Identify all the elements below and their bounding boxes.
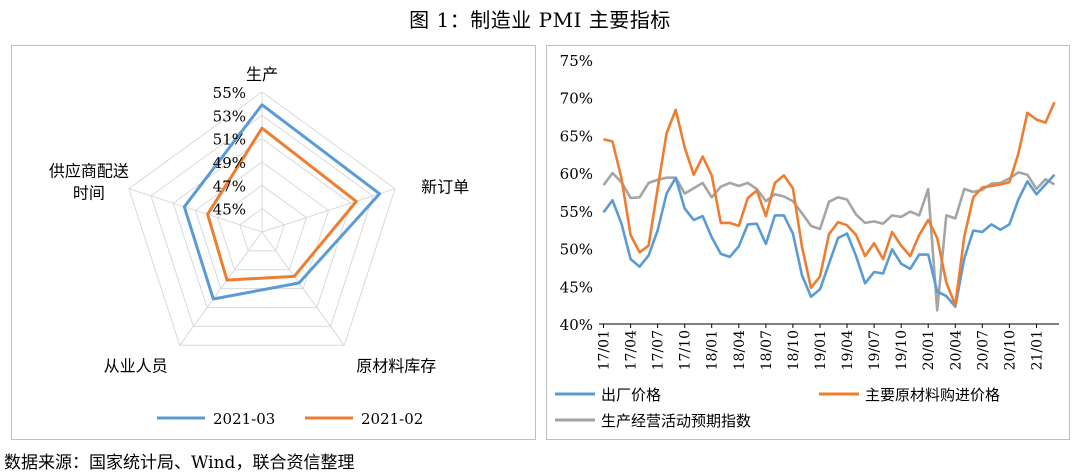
radar-axis-label: 原材料库存 [356,356,436,375]
radar-axis-label-line: 供应商配送 [49,162,129,181]
radar-axis-label-line: 新订单 [421,178,469,197]
x-tick-label: 18/10 [786,330,802,370]
line-legend-label-1: 出厂价格 [601,386,661,404]
radar-axis-label-line: 原材料库存 [356,356,436,375]
radar-spoke [179,231,263,346]
x-tick-label: 19/07 [867,330,883,370]
line-legend-label-2: 主要原材料购进价格 [865,386,1000,404]
radar-axis-label: 供应商配送时间 [49,162,129,203]
radar-legend-label-1: 2021-03 [213,410,275,428]
y-tick-label: 75% [560,52,593,70]
x-tick-label: 21/01 [1030,330,1046,370]
x-tick-label: 19/04 [840,330,856,370]
line-legend-label-3: 生产经营活动预期指数 [601,412,751,430]
radar-axis-label: 从业人员 [104,356,168,375]
y-tick-label: 50% [560,241,593,259]
radar-spoke [128,188,263,233]
line-chart: 40% 45% 50% 55% 60% 65% 70% 75% 17/01 17/04 17/07 1… [555,52,1059,430]
line-series-3 [602,171,1056,312]
x-tick-label: 17/01 [597,330,613,370]
radar-axis-label-line: 生产 [246,65,278,84]
radar-grid-ring [217,184,307,271]
x-tick-label: 18/04 [732,330,748,370]
x-tick-label: 17/04 [624,330,640,370]
radar-tick-label: 55% [213,84,246,102]
radar-series-2 [206,126,358,282]
radar-axis-label-line: 从业人员 [104,356,168,375]
x-tick-label: 18/07 [759,330,775,370]
line-series-2 [603,101,1056,307]
x-tick-label: 18/01 [705,330,721,370]
radar-tick-label: 47% [213,177,246,195]
y-tick-label: 40% [560,316,593,334]
x-tick-label: 20/04 [948,330,964,370]
line-series-1 [602,173,1056,309]
radar-axis-label-line: 时间 [73,184,105,203]
radar-tick-label: 45% [213,201,246,219]
y-tick-label: 55% [560,203,593,221]
figure-title: 图 1：制造业 PMI 主要指标 [409,8,671,32]
radar-tick-label: 51% [213,131,246,149]
radar-grid-ring [172,138,352,308]
x-tick-label: 19/10 [894,330,910,370]
radar-spoke [261,188,396,233]
radar-axis-label: 新订单 [421,178,469,197]
radar-chart-panel: 45% 47% 49% 51% 53% 55% 生产新订单原材料库存 从业人员 供应商配送时间 2… [11,45,536,440]
radar-tick-label: 53% [213,107,246,125]
x-tick-label: 17/10 [678,330,694,370]
radar-series-1 [182,103,382,301]
x-tick-label: 20/01 [921,330,937,370]
y-tick-label: 60% [560,165,593,183]
line-chart-panel: 40% 45% 50% 55% 60% 65% 70% 75% 17/01 17/04 17/07 1… [546,45,1070,440]
source-note: 数据来源：国家统计局、Wind，联合资信整理 [4,453,355,473]
radar-axis-label: 生产 [246,65,278,84]
x-tick-label: 20/07 [975,330,991,370]
x-tick-label: 20/10 [1002,330,1018,370]
y-tick-label: 65% [560,127,593,145]
radar-grid-ring [128,91,396,346]
radar-grid-ring [150,114,374,327]
radar-spoke [261,231,345,346]
radar-legend-label-2: 2021-02 [361,410,423,428]
x-tick-label: 19/01 [813,330,829,370]
x-tick-label: 17/07 [651,330,667,370]
y-tick-label: 45% [560,278,593,296]
y-tick-label: 70% [560,90,593,108]
radar-grid-ring [239,208,285,252]
radar-tick-label: 49% [213,154,246,172]
